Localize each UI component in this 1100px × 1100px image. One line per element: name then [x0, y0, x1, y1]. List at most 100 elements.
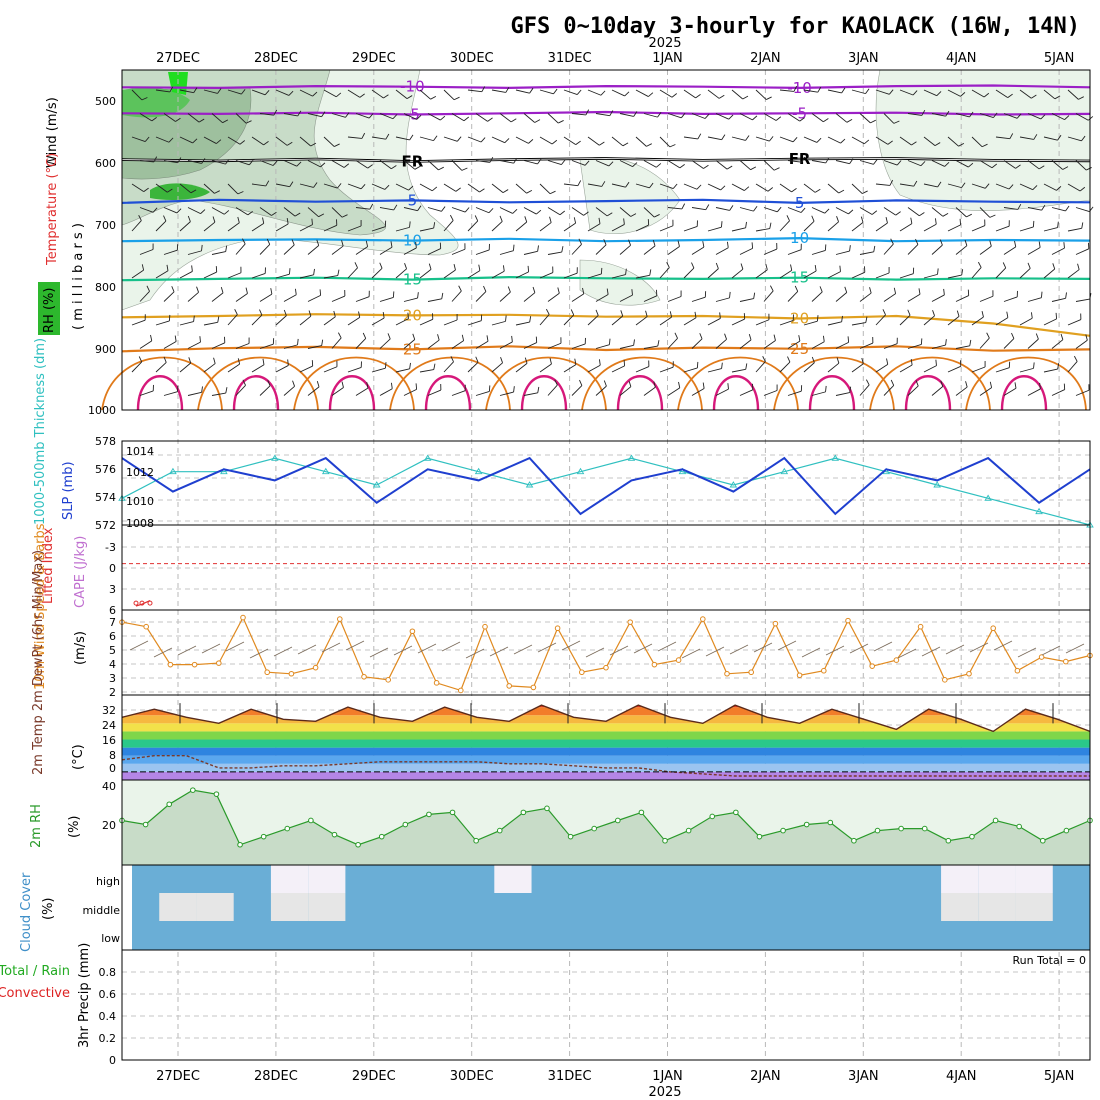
wind-barb: [683, 89, 696, 99]
wind-barb-flag: [1006, 311, 1009, 318]
wind-barb-flag: [283, 309, 287, 316]
wind-barb: [907, 343, 922, 349]
wind-barb-flag: [918, 288, 921, 295]
wind-barb: [251, 183, 266, 187]
wind-barb-flag: [1056, 186, 1062, 191]
wind-barb: [491, 320, 506, 326]
wind-barb: [659, 183, 674, 189]
wind-barb-flag: [895, 211, 901, 216]
wind-barb-flag: [529, 316, 532, 323]
wind-barb: [499, 391, 514, 396]
wind-barb-flag: [193, 315, 195, 322]
wind-barb: [1043, 136, 1058, 141]
wind-barb: [1019, 317, 1033, 326]
wind-barb-flag: [849, 386, 852, 393]
contour-30-loop: [712, 375, 760, 411]
wind-barb-flag: [961, 269, 964, 276]
date-label-top: 27DEC: [156, 51, 200, 66]
wind-barb: [995, 136, 1010, 140]
wind-barb: [547, 384, 558, 396]
wind-barb-flag: [341, 214, 348, 218]
wind-barb-flag: [297, 338, 299, 345]
wind-barb-flag: [499, 215, 503, 222]
wind-barb-flag: [1081, 135, 1086, 142]
rh-point: [449, 809, 456, 816]
wind-barb: [851, 136, 865, 145]
wind-barb: [323, 183, 338, 189]
wind-barb-flag: [237, 358, 241, 365]
thickness-line-point: [678, 467, 687, 475]
wind-barb-flag: [337, 269, 340, 276]
rh-point: [473, 837, 479, 844]
wind-barb: [259, 160, 274, 166]
wind-barb-flag: [453, 96, 460, 101]
contour-label: 15: [403, 271, 422, 289]
wind-barb-flag: [622, 142, 629, 147]
wind-barb: [1027, 297, 1042, 302]
wind-barb: [787, 113, 800, 122]
wind-barb-flag: [720, 185, 726, 191]
contour-label: -5: [792, 104, 807, 122]
wind-speed-point: [724, 670, 730, 677]
wind-barb-flag: [175, 117, 181, 122]
wind-barb: [1051, 113, 1065, 121]
wind-barb-flag: [811, 215, 815, 222]
contour-20: [121, 313, 1091, 337]
contour-label: -10: [787, 79, 812, 97]
wind-barb: [131, 89, 143, 101]
wind-speed-point: [942, 677, 948, 683]
wind10m-barb: [969, 642, 989, 653]
cloud-cell-high: [1015, 865, 1053, 893]
wind-barb-flag: [416, 114, 422, 120]
wind-barb-flag: [798, 335, 801, 342]
wind-barb: [227, 314, 238, 326]
wind-barb: [659, 366, 674, 373]
wind-barb: [707, 318, 721, 326]
wind-barb: [443, 269, 456, 279]
wind-barb-flag: [382, 312, 385, 319]
contour-30-loop: [520, 375, 568, 411]
wind-barb: [899, 183, 914, 187]
wind-barb: [667, 207, 682, 210]
rh-point: [615, 817, 621, 824]
wind-barb-flag: [383, 94, 389, 99]
cloud-label: Cloud Cover: [19, 872, 34, 952]
rh-point: [308, 817, 314, 824]
wind-barb: [307, 160, 321, 168]
wind-barb: [971, 225, 986, 232]
wind-barb: [331, 160, 345, 168]
contour-label: -10: [400, 78, 425, 96]
wind-barb: [635, 183, 650, 189]
wind-barb: [203, 136, 217, 144]
year-label-top: 2025: [648, 36, 681, 51]
wind-barb: [403, 297, 418, 302]
precip-tick: 0.6: [99, 988, 117, 1001]
wind-barb: [755, 319, 770, 326]
wind-barb-flag: [993, 112, 998, 118]
wind-barb-flag: [475, 356, 479, 363]
wind10m-barb: [153, 647, 173, 658]
wind-barb: [1003, 113, 1018, 119]
wind-barb-flag: [241, 238, 246, 245]
wind-speed-point: [772, 620, 779, 627]
wind-barb-flag: [787, 356, 791, 363]
wind-barb: [155, 320, 170, 326]
wind-barb: [539, 89, 554, 95]
wind-barb-flag: [966, 213, 972, 218]
wind-barb: [1051, 339, 1064, 349]
wind-speed-point: [917, 623, 924, 630]
date-label-bottom: 4JAN: [946, 1069, 977, 1084]
wind-barb-flag: [1040, 114, 1046, 120]
li-point: [147, 600, 153, 606]
contour-25-loop: [485, 356, 607, 411]
wind-barb: [467, 361, 479, 373]
wind-barb: [859, 292, 872, 302]
wind-barb-flag: [790, 264, 793, 271]
wind-barb: [659, 136, 671, 148]
wind-tick: 6: [109, 630, 116, 643]
wind-barb: [379, 338, 391, 349]
wind-barb: [611, 315, 624, 326]
wind-barb-flag: [1035, 333, 1039, 340]
wind-barb: [523, 160, 538, 165]
